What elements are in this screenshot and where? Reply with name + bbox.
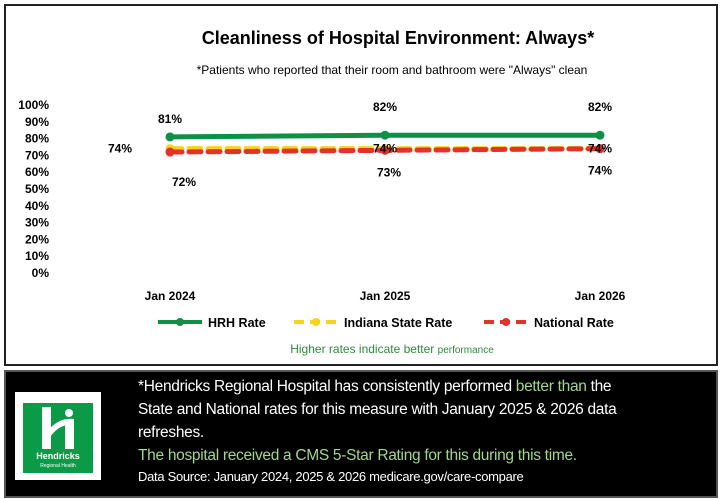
data-label: 82% bbox=[373, 100, 397, 114]
data-point bbox=[165, 147, 175, 157]
data-label: 74% bbox=[373, 142, 397, 156]
panel-line-4: The hospital received a CMS 5-Star Ratin… bbox=[138, 447, 577, 464]
legend-marker bbox=[312, 318, 320, 326]
data-label: 82% bbox=[588, 100, 612, 114]
x-tick-label: Jan 2026 bbox=[575, 289, 626, 303]
data-point bbox=[380, 130, 390, 140]
legend-label: Indiana State Rate bbox=[344, 316, 452, 330]
panel-line-3: refreshes. bbox=[138, 424, 204, 441]
data-label: 81% bbox=[158, 112, 182, 126]
hendricks-logo: Hendricks Regional Health bbox=[15, 392, 101, 480]
logo-badge: Hendricks Regional Health bbox=[23, 403, 93, 473]
info-panel: Hendricks Regional Health *Hendricks Reg… bbox=[4, 370, 718, 498]
panel-highlight: better than bbox=[515, 378, 587, 395]
note-small: performance bbox=[438, 345, 495, 356]
y-tick-label: 20% bbox=[25, 232, 49, 246]
data-label: 72% bbox=[172, 175, 196, 189]
data-point bbox=[595, 130, 605, 140]
note-text: Higher rates indicate better bbox=[290, 342, 437, 356]
logo-h-mark-icon bbox=[42, 407, 74, 449]
legend-label: National Rate bbox=[534, 316, 614, 330]
y-tick-label: 80% bbox=[25, 132, 49, 146]
y-tick-label: 0% bbox=[32, 266, 50, 280]
chart-area: Cleanliness of Hospital Environment: Alw… bbox=[4, 4, 718, 366]
x-tick-label: Jan 2025 bbox=[360, 289, 411, 303]
x-tick-label: Jan 2024 bbox=[145, 289, 196, 303]
legend-marker bbox=[502, 318, 510, 326]
panel-line-2: State and National rates for this measur… bbox=[138, 401, 617, 418]
data-label: 74% bbox=[588, 164, 612, 178]
line-chart: Cleanliness of Hospital Environment: Alw… bbox=[18, 28, 626, 356]
y-tick-label: 90% bbox=[25, 115, 49, 129]
y-tick-label: 60% bbox=[25, 165, 49, 179]
logo-name: Hendricks bbox=[36, 451, 80, 461]
data-point bbox=[595, 144, 605, 154]
panel-text: the bbox=[586, 378, 612, 395]
y-tick-label: 40% bbox=[25, 199, 49, 213]
legend-label: HRH Rate bbox=[208, 316, 266, 330]
data-point bbox=[380, 145, 390, 155]
panel-text: *Hendricks Regional Hospital has consist… bbox=[138, 378, 516, 395]
data-point bbox=[165, 132, 175, 142]
chart-title: Cleanliness of Hospital Environment: Alw… bbox=[202, 28, 594, 48]
data-label: 73% bbox=[377, 165, 401, 179]
chart-subtitle: *Patients who reported that their room a… bbox=[197, 63, 588, 77]
data-label: 74% bbox=[588, 142, 612, 156]
y-tick-label: 100% bbox=[18, 98, 49, 112]
chart-note: Higher rates indicate better performance bbox=[290, 342, 494, 356]
data-label: 74% bbox=[108, 142, 132, 156]
y-tick-label: 30% bbox=[25, 216, 49, 230]
legend-marker bbox=[176, 318, 184, 326]
logo-sub: Regional Health bbox=[40, 463, 76, 469]
y-tick-label: 70% bbox=[25, 148, 49, 162]
panel-line-1: *Hendricks Regional Hospital has consist… bbox=[138, 378, 612, 396]
data-source: Data Source: January 2024, 2025 & 2026 m… bbox=[138, 469, 524, 484]
y-tick-label: 10% bbox=[25, 249, 49, 263]
y-tick-label: 50% bbox=[25, 182, 49, 196]
